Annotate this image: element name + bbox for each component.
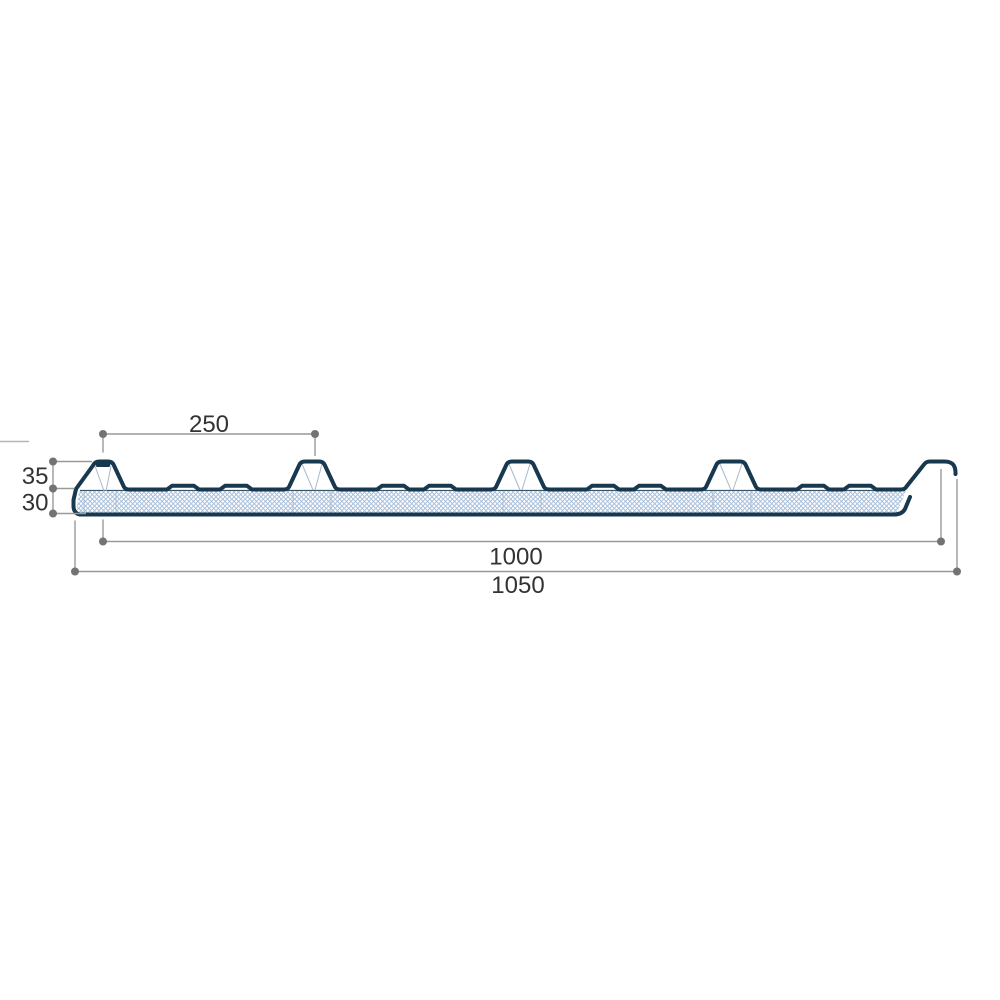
label-overall-width: 1050: [491, 572, 544, 599]
label-core-thickness: 30: [22, 490, 49, 517]
label-cover-width: 1000: [489, 544, 542, 571]
panel-top-skin-profile: [71, 459, 958, 517]
dimension-cover-width: 1000: [99, 469, 945, 571]
panel-bottom-skin: [78, 495, 912, 517]
dimension-overall-width: 1050: [71, 479, 961, 599]
rib-fold-lines: [94, 463, 743, 492]
rib-edge-core-lines: [83, 491, 752, 513]
label-rib-height: 35: [22, 463, 49, 490]
insulation-core-hatch: [76, 489, 906, 513]
dimension-rib-spacing: 250: [99, 411, 319, 456]
overlap-rib-cap: [94, 461, 112, 467]
label-rib-spacing: 250: [189, 411, 229, 438]
dimension-heights: 35 30: [22, 457, 92, 518]
